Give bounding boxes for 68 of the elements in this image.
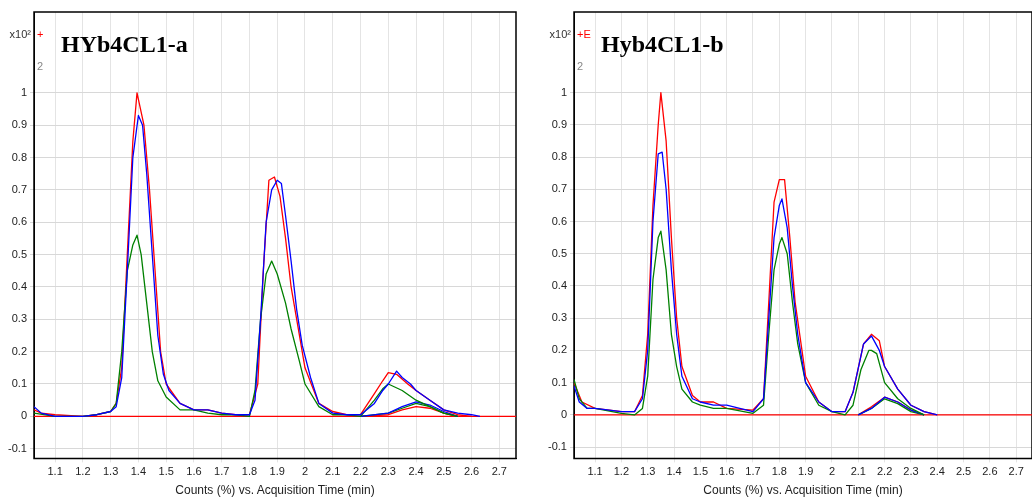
y-tick-label: 0.5 [11,247,27,260]
y-tick-label: 1 [20,85,27,98]
x-tick-label: 2 [301,465,309,478]
x-tick-label: 2.7 [491,465,507,478]
x-tick-label: 1.4 [130,465,147,478]
text: Hyb4CL1-b [601,31,724,57]
y-tick-label: -0.1 [548,440,567,453]
y-tick-label: 0.4 [11,279,27,292]
x-tick-label: 1.5 [692,465,708,478]
x-tick-label: 2.6 [463,465,480,478]
x-tick-label: 1.8 [241,465,258,478]
y-tick-label: 0.7 [11,182,27,195]
y-tick-label: 0.4 [551,279,567,291]
text: HYb4CL1-a [61,31,188,57]
x-axis-title: Counts (%) vs. Acquisition Time (min) [703,483,903,498]
y-tick-label: 0.2 [551,343,567,356]
y-tick-label: 0.9 [551,117,567,130]
x-tick-label: 2.5 [955,465,972,478]
y-axis-title: x10² [549,28,572,40]
y-tick-label: 0.3 [551,311,567,324]
x-tick-label: 1.2 [613,465,630,478]
x-tick-label: 1.1 [587,465,603,478]
y-tick-label: 0.8 [551,150,567,163]
x-tick-label: 2.6 [982,465,998,478]
x-tick-label: 2 [828,465,836,478]
y-tick-label: 0.1 [11,377,27,390]
x-tick-label: 1.7 [214,465,230,478]
y-tick-label: 0.5 [551,246,567,259]
y-tick-label: 0.6 [551,214,567,227]
x-tick-label: 2.1 [850,465,866,478]
x-tick-label: 2.1 [325,465,341,478]
y-tick-label: 0 [560,407,567,420]
annotation: 2 [577,60,584,72]
x-tick-label: 1.9 [269,465,285,478]
y-tick-label: 0 [20,409,27,422]
x-tick-label: 2.4 [929,465,945,478]
x-tick-label: 2.2 [876,465,893,478]
y-tick-label: 0.1 [551,375,567,388]
x-tick-label: 2.7 [1008,465,1024,478]
annotation: 2 [37,60,44,72]
x-tick-label: 1.2 [75,465,91,478]
x-tick-label: 1.6 [186,465,202,478]
y-tick-label: 0.9 [11,118,27,131]
x-axis-title: Counts (%) vs. Acquisition Time (min) [175,483,375,498]
x-tick-label: 2.3 [903,465,919,478]
y-tick-label: 0.7 [551,182,567,195]
annotation: + [37,28,44,40]
x-tick-label: 1.4 [666,465,682,478]
y-tick-label: -0.1 [8,441,27,454]
x-tick-label: 1.3 [640,465,656,478]
x-tick-label: 1.3 [102,465,119,478]
x-tick-label: 2.5 [436,465,452,478]
x-tick-label: 2.2 [352,465,369,478]
x-tick-label: 1.5 [158,465,174,478]
annotation: +E [577,28,591,40]
x-tick-label: 1.8 [771,465,787,478]
y-tick-label: 0.6 [11,215,27,228]
x-tick-label: 1.9 [797,465,814,478]
y-tick-label: 0.8 [11,150,27,163]
x-tick-label: 2.4 [408,465,424,478]
x-tick-label: 1.7 [745,465,761,478]
x-tick-label: 2.3 [380,465,396,478]
y-tick-label: 1 [560,85,567,98]
y-tick-label: 0.2 [11,344,27,357]
x-tick-label: 1.1 [47,465,63,478]
x-tick-label: 1.6 [719,465,735,478]
y-axis-title: x10² [9,28,32,40]
y-tick-label: 0.3 [11,312,27,325]
